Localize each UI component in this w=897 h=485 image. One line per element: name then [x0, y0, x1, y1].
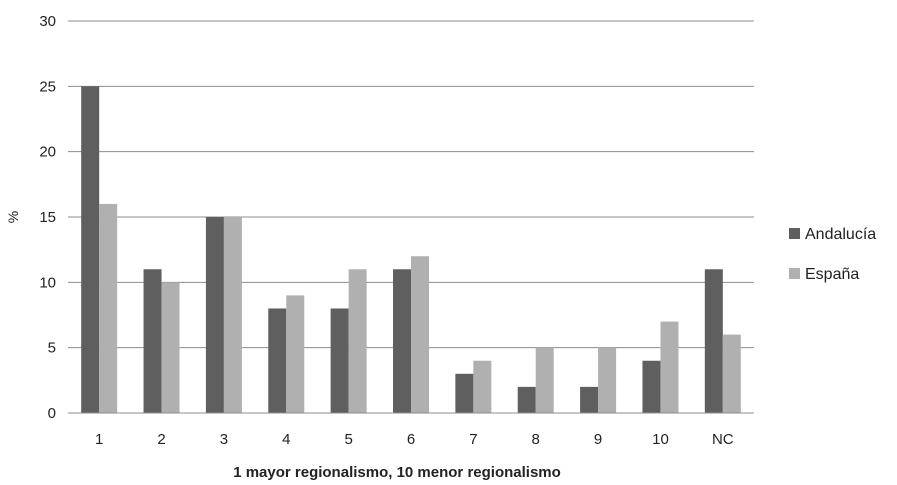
y-axis-label: % [5, 211, 21, 223]
y-tick-label: 20 [39, 144, 56, 161]
bar-andalucia-8 [517, 386, 536, 413]
bar-andalucia-2 [143, 269, 162, 413]
y-tick-label: 10 [39, 274, 56, 291]
x-tick-label: 5 [344, 431, 352, 448]
bar-andalucia-6 [393, 269, 411, 413]
bar-espana-8 [535, 347, 554, 413]
bar-andalucia-NC [704, 269, 723, 413]
x-tick-label: 9 [594, 431, 602, 448]
bar-espana-1 [99, 203, 118, 413]
y-tick-label: 15 [39, 209, 56, 226]
x-tick-label: 3 [220, 431, 228, 448]
legend-swatch-andalucia [789, 228, 800, 239]
legend-label-andalucia: Andalucía [805, 226, 876, 243]
y-tick-label: 5 [48, 340, 56, 357]
bar-andalucia-9 [580, 386, 599, 413]
bar-espana-6 [411, 256, 429, 413]
legend: Andalucía España [789, 226, 876, 283]
bar-andalucia-10 [642, 360, 661, 413]
bar-espana-5 [348, 269, 367, 413]
bar-andalucia-3 [205, 217, 224, 413]
bar-espana-7 [473, 360, 492, 413]
bar-andalucia-1 [81, 86, 100, 413]
legend-swatch-espana [789, 268, 800, 279]
bar-espana-4 [286, 295, 305, 413]
bar-espana-3 [223, 217, 242, 413]
x-tick-label: 4 [282, 431, 290, 448]
bar-espana-NC [722, 334, 741, 413]
x-tick-label: 2 [157, 431, 165, 448]
bar-espana-9 [598, 347, 617, 413]
x-tick-label: 8 [532, 431, 540, 448]
bar-andalucia-5 [330, 308, 349, 413]
legend-label-espana: España [805, 266, 859, 283]
bar-espana-10 [660, 321, 679, 413]
gridlines [68, 20, 754, 349]
y-axis-ticks: 0 5 10 15 20 25 30 [39, 13, 56, 422]
bar-andalucia-4 [268, 308, 287, 413]
bar-andalucia-7 [455, 373, 474, 413]
x-axis-ticks: 1 2 3 4 5 6 7 8 9 10 NC [95, 431, 734, 448]
x-tick-label: 6 [407, 431, 415, 448]
y-tick-label: 25 [39, 78, 56, 95]
x-axis-label: 1 mayor regionalismo, 10 menor regionali… [233, 464, 561, 481]
x-tick-label: 1 [95, 431, 103, 448]
x-tick-label: 10 [652, 431, 669, 448]
x-tick-label: NC [712, 431, 734, 448]
y-tick-label: 30 [39, 13, 56, 30]
bar-espana-2 [161, 282, 180, 413]
y-tick-label: 0 [48, 405, 56, 422]
x-tick-label: 7 [469, 431, 477, 448]
bars [81, 86, 741, 413]
